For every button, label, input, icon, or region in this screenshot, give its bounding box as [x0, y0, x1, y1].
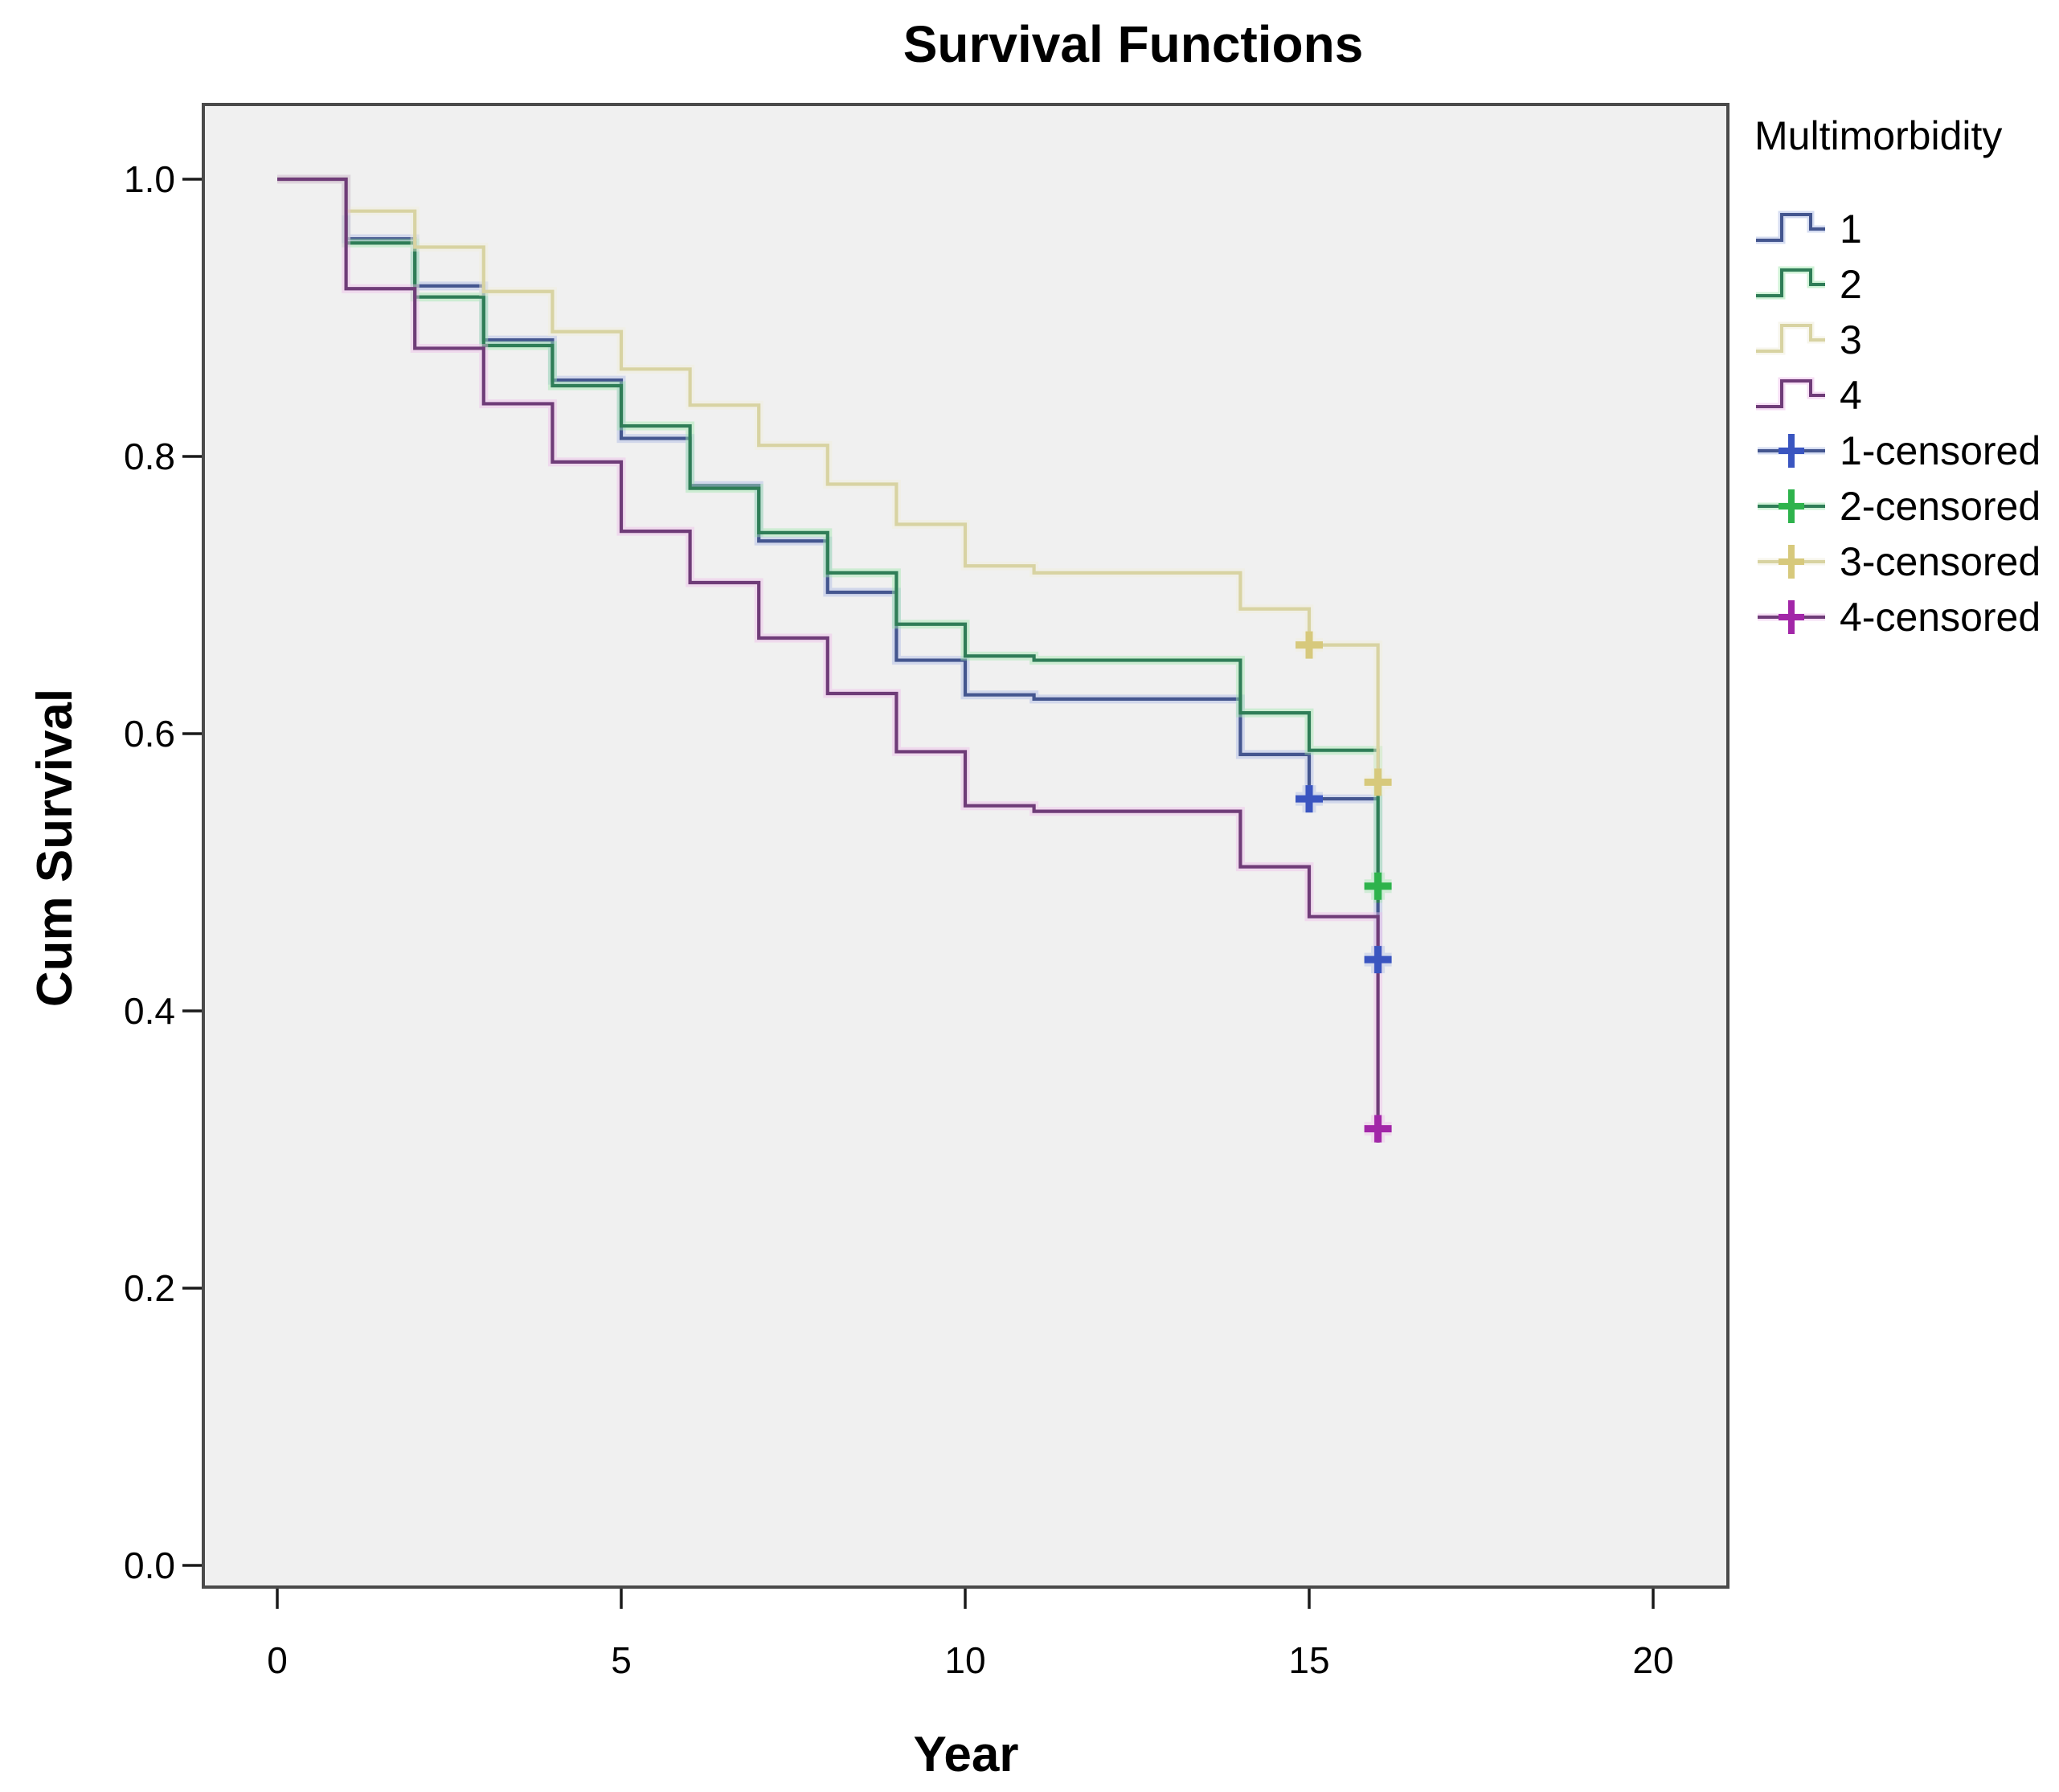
legend-censor-swatch-2-icon	[1758, 489, 1825, 523]
y-tick-label: 1.0	[124, 158, 175, 200]
series-3-line	[277, 174, 1383, 783]
legend-censor-swatch-1-icon	[1758, 433, 1825, 468]
legend-censor-swatch-4-icon	[1758, 599, 1825, 634]
series-3-path	[277, 177, 1380, 783]
series-1-censor-marker	[1364, 946, 1392, 974]
legend-item-1: 1	[1754, 201, 2058, 256]
swatch-line	[1756, 212, 1825, 242]
legend-item-list: 1 2 3 4 1-censored 2-censored 3-censored 4-cens…	[1754, 201, 2058, 644]
legend-item-label: 3	[1840, 317, 1862, 362]
censor-plus-icon	[1296, 785, 1323, 813]
legend-item-3-censored: 3-censored	[1754, 534, 2058, 589]
legend-item-2: 2	[1754, 256, 2058, 312]
x-tick-label: 0	[267, 1639, 288, 1681]
y-tick-label: 0.4	[124, 990, 175, 1032]
y-tick-label: 0.2	[124, 1267, 175, 1309]
plot-area	[203, 104, 1728, 1587]
plot-border	[202, 103, 1729, 1589]
y-tick-label: 0.0	[124, 1544, 175, 1586]
y-axis-title: Cum Survival	[27, 688, 83, 1008]
series-2-line	[277, 174, 1383, 903]
series-4-path	[277, 177, 1380, 1143]
legend-item-2-censored: 2-censored	[1754, 478, 2058, 534]
legend-step-swatch-4-icon	[1756, 377, 1825, 410]
swatch-line	[1756, 268, 1825, 297]
legend-step-swatch-3-icon	[1756, 321, 1825, 354]
swatch-line	[1756, 323, 1825, 353]
legend-title: Multimorbidity	[1754, 113, 2003, 158]
legend-item-label: 4-censored	[1840, 594, 2041, 640]
series-4-censor-marker	[1364, 1115, 1392, 1143]
legend-item-label: 2	[1840, 261, 1862, 307]
x-tick-label: 15	[1288, 1639, 1329, 1681]
legend-step-swatch-2-icon	[1756, 266, 1825, 299]
legend-item-label: 2-censored	[1840, 483, 2041, 529]
chart-title: Survival Functions	[903, 15, 1364, 73]
series-2-path	[277, 177, 1380, 903]
series-1-line	[277, 174, 1383, 972]
y-tick-label: 0.6	[124, 713, 175, 755]
censor-plus-icon	[1364, 768, 1392, 796]
series-1-censor-marker	[1296, 785, 1323, 813]
legend: Multimorbidity 1 2 3 4 1-censored 2-censored 3…	[1754, 113, 2058, 644]
legend-item-label: 1-censored	[1840, 428, 2041, 473]
series-3-censor-marker	[1364, 768, 1392, 796]
legend-item-3: 3	[1754, 312, 2058, 367]
censor-plus-icon	[1296, 631, 1323, 659]
x-tick-label: 5	[611, 1639, 632, 1681]
legend-item-label: 3-censored	[1840, 538, 2041, 584]
x-axis-title: Year	[913, 1727, 1019, 1782]
censor-plus-icon	[1364, 872, 1392, 900]
legend-censor-swatch-3-icon	[1758, 544, 1825, 579]
y-tick-label: 0.8	[124, 436, 175, 477]
censor-plus-icon	[1364, 1115, 1392, 1143]
x-tick-label: 10	[944, 1639, 985, 1681]
x-tick-label: 20	[1632, 1639, 1673, 1681]
series-2-censor-marker	[1364, 872, 1392, 900]
swatch-plus-icon	[1779, 433, 1804, 468]
legend-item-1-censored: 1-censored	[1754, 423, 2058, 478]
legend-item-4: 4	[1754, 367, 2058, 423]
legend-item-4-censored: 4-censored	[1754, 589, 2058, 644]
swatch-plus-icon	[1779, 544, 1804, 579]
swatch-line	[1756, 378, 1825, 408]
censor-plus-icon	[1364, 946, 1392, 974]
series-3-censor-marker	[1296, 631, 1323, 659]
legend-step-swatch-1-icon	[1756, 211, 1825, 243]
series-1-path	[277, 177, 1380, 972]
swatch-plus-icon	[1779, 599, 1804, 634]
series-4-line	[277, 174, 1383, 1143]
legend-item-label: 1	[1840, 206, 1862, 252]
swatch-plus-icon	[1779, 489, 1804, 523]
legend-item-label: 4	[1840, 372, 1862, 418]
